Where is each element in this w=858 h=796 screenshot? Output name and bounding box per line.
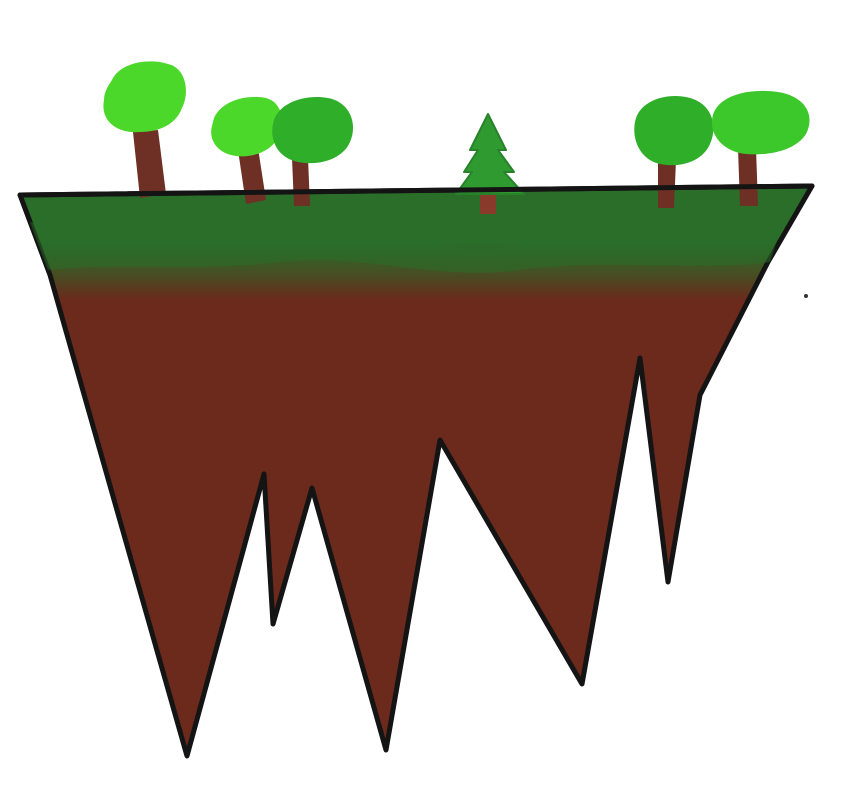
tree-canopy [711,90,810,155]
tree-round-6 [711,90,810,206]
island-body [17,183,815,759]
tree-canopy [211,96,282,157]
tree-pine [455,113,525,214]
tree-round-2 [211,96,282,204]
tree-trunk [738,148,758,206]
tree-canopy [103,61,186,133]
tree-trunk [658,160,676,208]
tree-canopy [634,96,714,166]
tree-round-5 [634,96,714,208]
pine-canopy [455,113,525,195]
tree-trunk [133,130,166,198]
island-top-edge [17,183,815,198]
tree-round-1 [103,61,186,198]
tree-trunk [292,158,310,206]
grass-blend [30,222,780,273]
tree-canopy [272,96,354,164]
stray-dot [804,294,808,298]
